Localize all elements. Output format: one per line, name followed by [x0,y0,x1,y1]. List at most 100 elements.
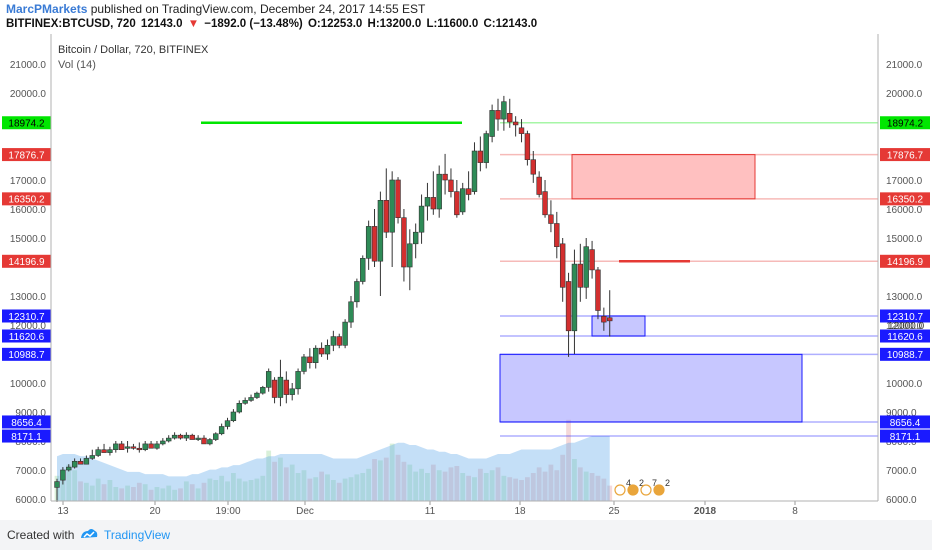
volume-bar [160,488,166,501]
price-label-badge [2,329,51,343]
volume-bar [595,475,601,501]
price-label-text: 12310.7 [887,312,924,323]
price-label-badge [2,309,51,323]
demand-zone [499,353,803,423]
x-tick-label: 18 [514,506,526,514]
event-flag-icon [653,484,665,496]
volume-bar [477,468,483,501]
volume-bar [566,419,571,501]
volume-bar [95,478,101,501]
price-label-text: 14196.9 [887,257,924,268]
demand-zone [591,315,646,337]
volume-layer [54,419,613,501]
y-tick-label-right: 20000.0 [886,89,923,100]
candle-body [189,434,195,440]
candle-body [483,133,489,163]
candle-body [148,443,154,449]
candle-layer [54,95,613,502]
price-label-badge [880,347,930,361]
volume-bar [607,485,613,501]
volume-bar [472,477,477,501]
price-label-text: 8656.4 [11,418,42,429]
volume-bar [289,464,295,501]
volume-bar [119,488,125,501]
volume-bar [483,473,489,501]
x-tick-label: 20 [149,506,161,514]
volume-bar [254,478,260,501]
candle-body [477,150,484,163]
volume-bar [66,464,72,501]
volume-bar [78,481,83,501]
volume-bar [231,473,236,501]
footer-bar: Created with TradingView [0,520,932,550]
candle-body [248,397,254,401]
candle-body [277,376,284,398]
candle-body [236,402,242,413]
candle-body [118,443,125,450]
high-value: H:13200.0 [367,18,422,30]
price-label-badge [2,148,51,162]
price-label-text: 14196.9 [8,257,45,268]
volume-bar [583,471,589,501]
volume-bar [60,480,66,501]
volume-bar [225,481,230,501]
volume-bar [460,473,466,501]
candle-body [607,317,613,322]
x-tick-label: 8 [792,506,798,514]
volume-bar [425,473,430,501]
candle-body [124,446,131,449]
volume-bar [501,475,507,501]
volume-bar [172,489,177,501]
price-label-badge [2,254,51,268]
volume-bar [207,478,213,501]
last-price: 12143.0 [140,18,183,30]
volume-bar [360,473,366,501]
volume-bar [295,473,301,501]
volume-bar [548,464,554,501]
event-count-label: 2 [665,478,670,488]
volume-bar [278,457,283,501]
volume-bar [530,473,536,501]
y-tick-label-left: 13000.0 [10,292,47,303]
author-name[interactable]: MarcPMarkets [6,2,88,16]
volume-bar [442,471,448,501]
volume-bar [383,457,389,501]
y-tick-label-right: 16000.0 [886,205,923,216]
volume-bar [72,470,78,501]
volume-bar [536,467,542,501]
candle-body [577,263,584,288]
price-label-text: 18974.2 [8,119,45,130]
candle-body [342,321,348,346]
candle-body [501,101,507,120]
volume-bar [325,474,330,501]
symbol-text: BITFINEX:BTCUSD, 720 [6,18,136,30]
candle-body [77,460,84,465]
candle-body [512,121,519,126]
volume-bar [572,459,577,501]
candle-body [442,173,448,181]
volume-bar [178,488,183,501]
volume-bar [131,487,136,501]
volume-bar [589,473,595,501]
candle-body [595,269,601,311]
price-label-badge [880,415,930,429]
price-label-text: 11620.6 [887,332,923,343]
candle-body [95,449,101,456]
candle-body [495,110,501,120]
tradingview-logo-icon[interactable] [79,526,99,547]
tradingview-brand[interactable]: TradingView [104,528,171,542]
price-label-text: 18974.2 [887,119,924,130]
candle-body [177,434,184,439]
candle-body [324,344,331,355]
volume-bar [413,471,419,501]
price-label-badge [2,116,51,130]
y-tick-label-left: 15000.0 [10,234,47,245]
price-chart[interactable]: 6000.06000.07000.07000.08000.08000.09000… [0,34,932,514]
candle-body [254,392,260,398]
candle-body [601,315,607,323]
x-tick-label: 19:00 [215,506,240,514]
candle-body [301,356,307,372]
current-price-label: 12000.0 [888,321,925,332]
candle-body [530,159,536,175]
candle-body [389,179,395,233]
